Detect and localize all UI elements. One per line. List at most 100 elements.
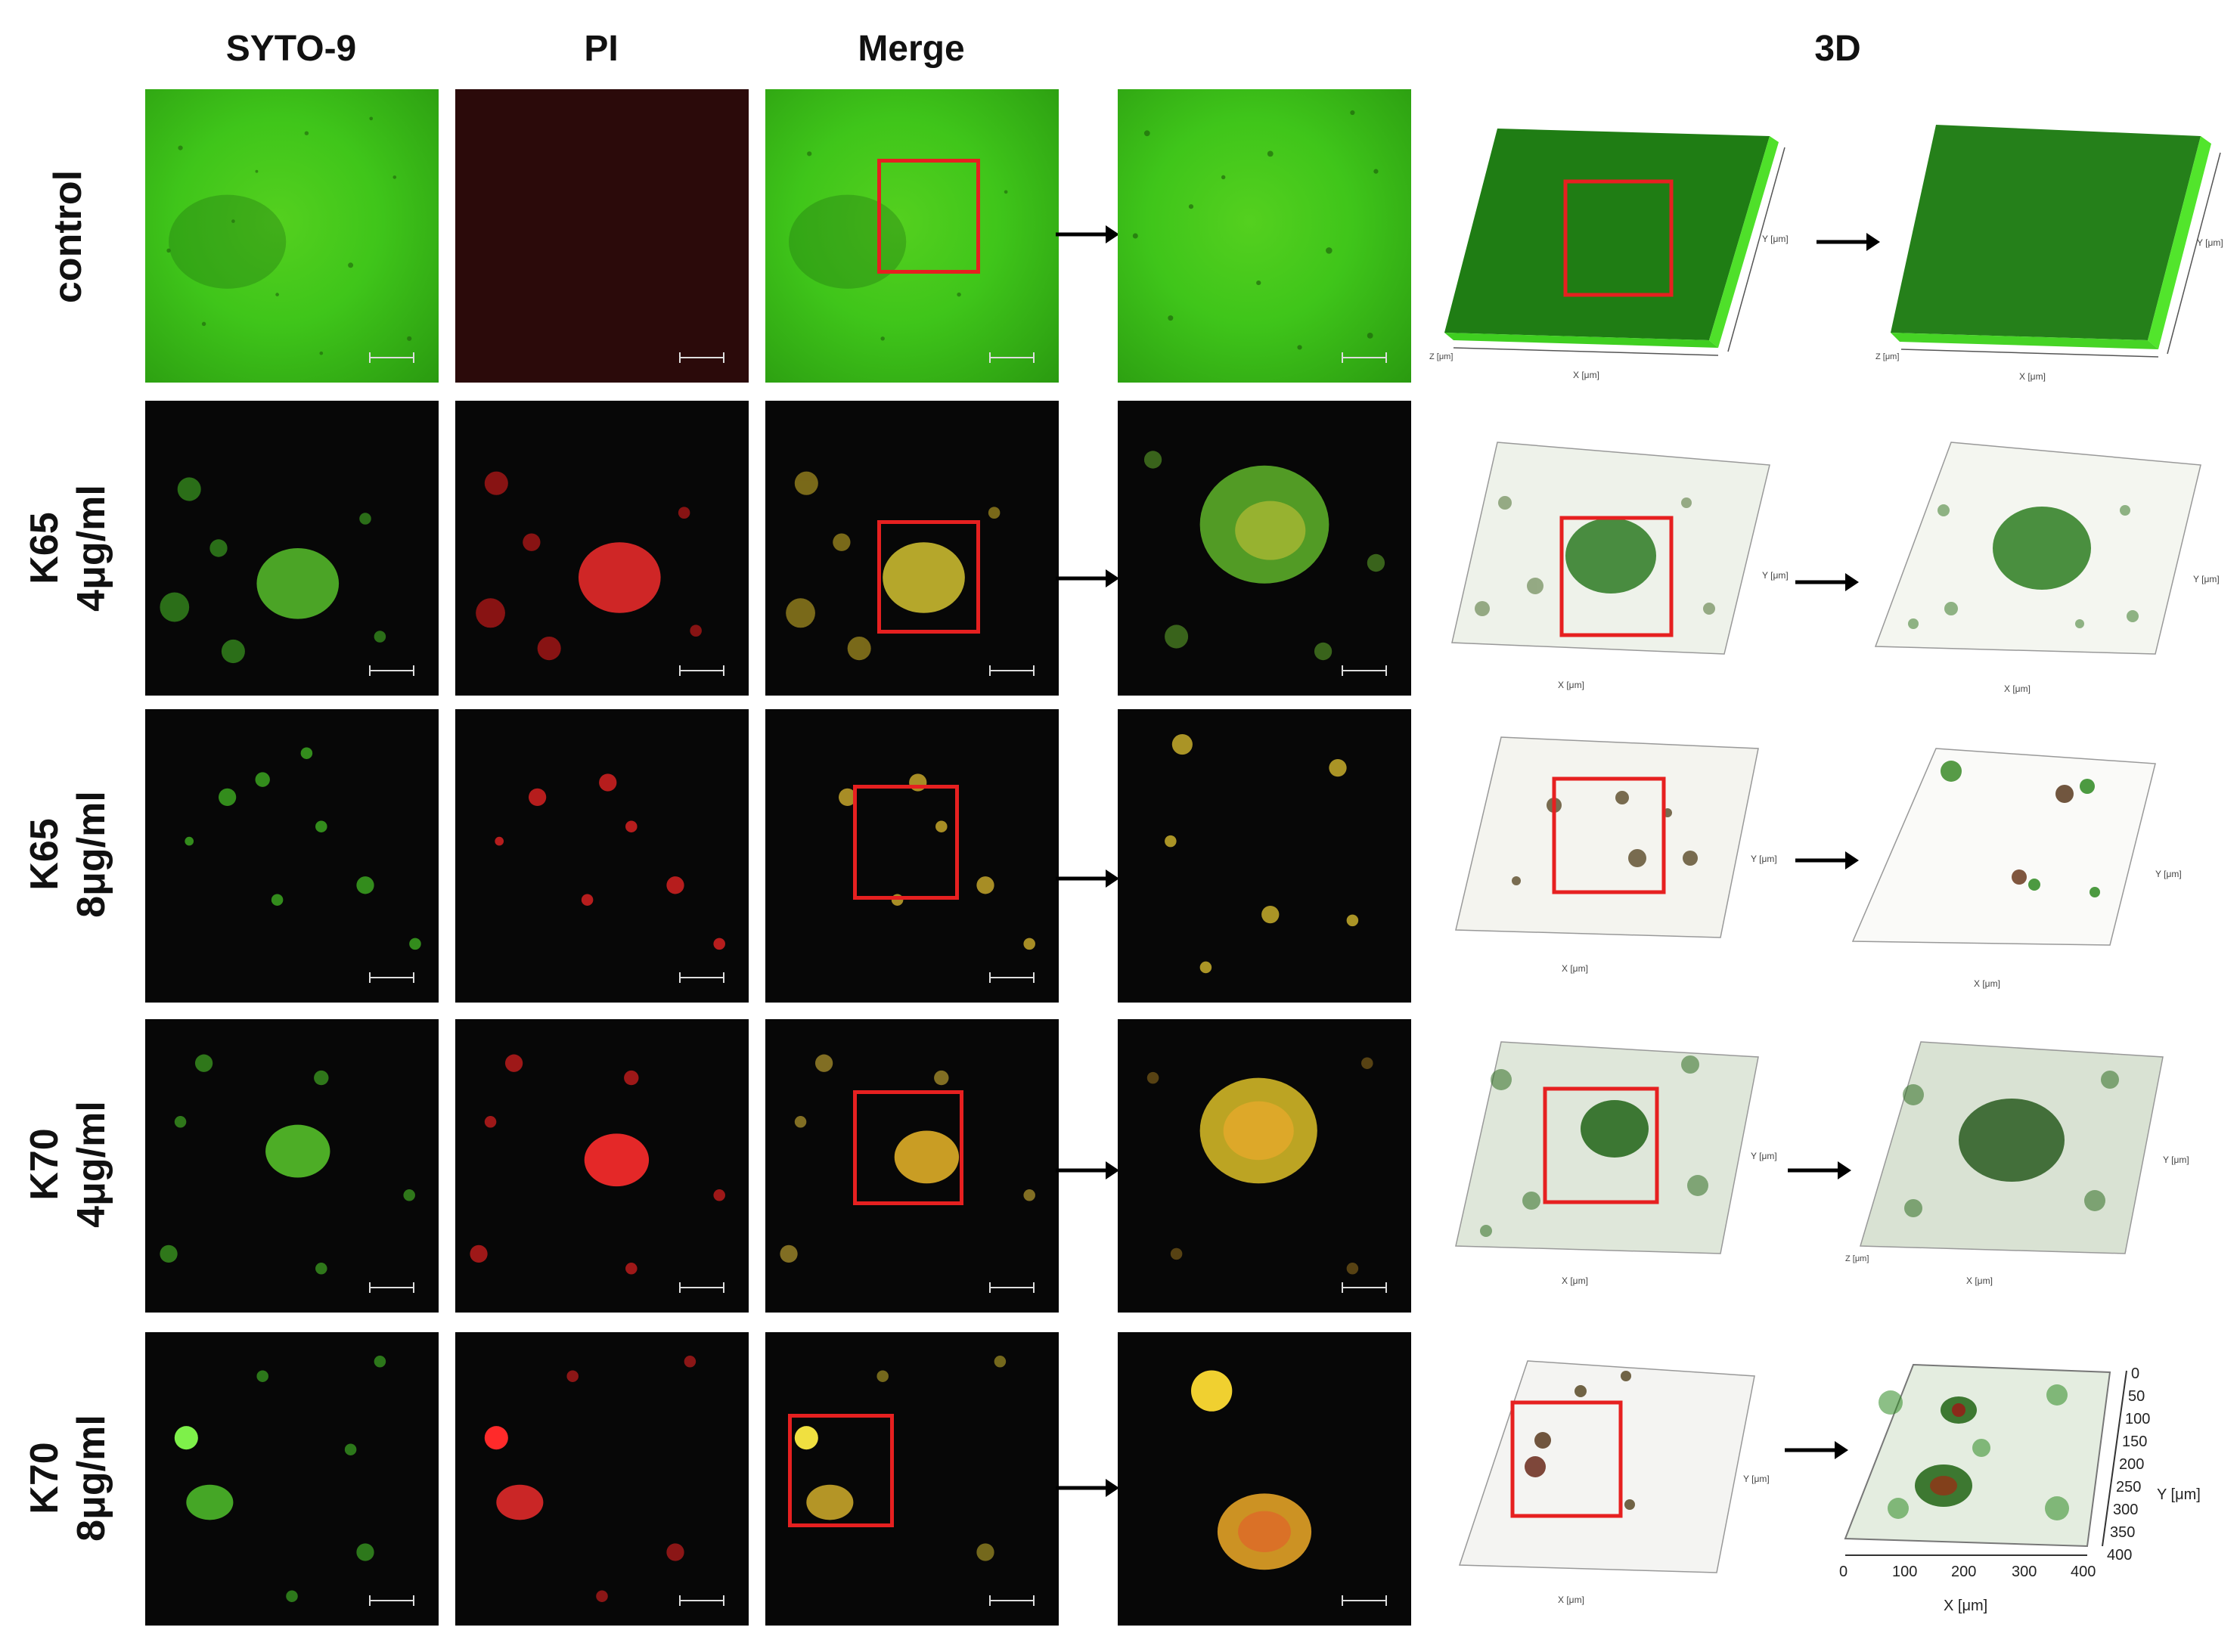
column-header-pi: PI xyxy=(584,29,619,69)
arrow-right-icon xyxy=(1056,569,1119,587)
cluster-texture xyxy=(174,1356,386,1602)
y-tick-3: 150 xyxy=(2122,1433,2147,1450)
3d-render-k65-4-zoom: X [μm] Y [μm] xyxy=(1874,442,2220,694)
scale-bar xyxy=(989,972,1035,983)
scale-bar xyxy=(679,972,724,983)
x-axis-label: X [μm] xyxy=(1562,1275,1588,1286)
column-header-3d: 3D xyxy=(1814,29,1861,69)
3d-render-k70-8-zoom: 0 100 200 300 400 X [μm] 0 50 100 150 20… xyxy=(1839,1363,2201,1614)
x-axis-label: X [μm] xyxy=(1573,370,1599,380)
micrograph-control-syto9 xyxy=(145,89,439,383)
x-axis-label: X [μm] xyxy=(1558,1595,1584,1605)
x-tick-1: 100 xyxy=(1892,1564,1917,1580)
row-label-k65-4: K65 4μg/ml xyxy=(22,485,113,612)
cluster-texture xyxy=(1146,1057,1373,1275)
scale-bar xyxy=(369,1595,414,1606)
row-label-control: control xyxy=(46,169,90,304)
micrograph-k65-4-merge xyxy=(765,401,1059,696)
micrograph-k65-8-syto9 xyxy=(145,709,439,1003)
y-tick-8: 400 xyxy=(2107,1547,2132,1564)
cluster-texture xyxy=(780,1054,1035,1263)
micrograph-k65-8-pi xyxy=(455,709,749,1003)
3d-render-k65-8: X [μm] Y [μm] xyxy=(1455,736,1777,974)
y-axis-label: Y [μm] xyxy=(1751,1151,1777,1161)
x-axis-label: X [μm] xyxy=(1558,680,1584,690)
y-axis-label: Y [μm] xyxy=(2197,237,2223,248)
zoom-selection-box xyxy=(1543,1086,1659,1204)
y-tick-5: 250 xyxy=(2116,1479,2141,1495)
zoom-selection-box xyxy=(1552,776,1666,894)
cluster-texture xyxy=(484,1356,697,1602)
scale-bar xyxy=(369,1282,414,1293)
z-axis-label: Z [μm] xyxy=(1845,1254,1869,1263)
scale-bar xyxy=(369,352,414,363)
scale-bar xyxy=(679,665,724,676)
scale-bar xyxy=(989,352,1035,363)
micrograph-k65-4-syto9 xyxy=(145,401,439,696)
y-tick-4: 200 xyxy=(2119,1456,2144,1473)
x-tick-0: 0 xyxy=(1839,1564,1848,1580)
column-header-merge: Merge xyxy=(858,29,965,69)
column-header-syto9: SYTO-9 xyxy=(225,29,357,69)
y-tick-1: 50 xyxy=(2128,1388,2145,1405)
arrow-right-icon xyxy=(1056,1479,1119,1497)
x-axis-label: X [μm] xyxy=(2019,371,2046,382)
micrograph-k65-8-zoom xyxy=(1118,709,1411,1003)
arrow-right-icon xyxy=(1056,225,1119,243)
y-tick-6: 300 xyxy=(2113,1502,2138,1518)
micrograph-k70-8-pi xyxy=(455,1332,749,1626)
scale-bar xyxy=(989,665,1035,676)
row-label-k70-8: K70 8μg/ml xyxy=(22,1415,113,1542)
micrograph-k70-8-zoom xyxy=(1118,1332,1411,1626)
micrograph-control-pi xyxy=(455,89,749,383)
x-tick-4: 400 xyxy=(2071,1564,2096,1580)
zoom-selection-box xyxy=(1510,1400,1623,1518)
scale-bar xyxy=(679,352,724,363)
x-axis-label: X [μm] xyxy=(1944,1598,1987,1614)
zoom-selection-box xyxy=(877,520,980,634)
3d-render-k70-4: X [μm] Y [μm] xyxy=(1455,1041,1777,1286)
micrograph-k65-4-zoom xyxy=(1118,401,1411,696)
arrow-right-icon xyxy=(1817,233,1880,251)
micrograph-k70-8-merge xyxy=(765,1332,1059,1626)
arrow-right-icon xyxy=(1056,869,1119,888)
scale-bar xyxy=(989,1282,1035,1293)
y-tick-2: 100 xyxy=(2125,1411,2150,1427)
3d-render-control: X [μm] Y [μm] Z [μm] xyxy=(1429,129,1789,380)
zoom-selection-box xyxy=(877,159,980,274)
scale-bar xyxy=(1342,665,1387,676)
3d-render-control-zoom: X [μm] Y [μm] Z [μm] xyxy=(1875,125,2223,382)
x-axis-label: X [μm] xyxy=(2004,683,2031,694)
x-axis-label: X [μm] xyxy=(1974,978,2000,989)
y-axis-label: Y [μm] xyxy=(1762,234,1789,244)
3d-render-k65-8-zoom: X [μm] Y [μm] xyxy=(1851,748,2182,989)
y-axis-label: Y [μm] xyxy=(2155,869,2182,879)
x-axis-label: X [μm] xyxy=(1966,1275,1993,1286)
micrograph-k70-4-merge xyxy=(765,1019,1059,1313)
y-axis-label: Y [μm] xyxy=(1762,570,1789,581)
arrow-right-icon xyxy=(1056,1161,1119,1179)
y-axis-label: Y [μm] xyxy=(1743,1474,1770,1484)
z-axis-label: Z [μm] xyxy=(1429,352,1453,361)
cluster-texture xyxy=(1165,733,1359,974)
micrograph-k65-4-pi xyxy=(455,401,749,696)
micrograph-k70-4-syto9 xyxy=(145,1019,439,1313)
row-label-k65-8: K65 8μg/ml xyxy=(22,791,113,918)
y-axis-label: Y [μm] xyxy=(2157,1486,2201,1503)
arrow-right-icon xyxy=(1788,1161,1851,1179)
3d-render-k70-4-zoom: X [μm] Y [μm] Z [μm] xyxy=(1845,1041,2189,1286)
speckle-texture xyxy=(1132,110,1379,350)
speckle-texture xyxy=(166,116,412,355)
cluster-texture xyxy=(1143,451,1385,661)
micrograph-control-zoom xyxy=(1118,89,1411,383)
y-tick-0: 0 xyxy=(2131,1365,2139,1382)
scale-bar xyxy=(1342,1595,1387,1606)
zoom-selection-box xyxy=(853,1090,963,1205)
zoom-selection-box xyxy=(1559,516,1674,637)
micrograph-k70-8-syto9 xyxy=(145,1332,439,1626)
cluster-texture xyxy=(160,1054,415,1275)
3d-render-k70-8: X [μm] Y [μm] xyxy=(1458,1360,1770,1605)
x-tick-2: 200 xyxy=(1951,1564,1976,1580)
y-tick-7: 350 xyxy=(2110,1524,2135,1541)
z-axis-label: Z [μm] xyxy=(1875,352,1899,361)
